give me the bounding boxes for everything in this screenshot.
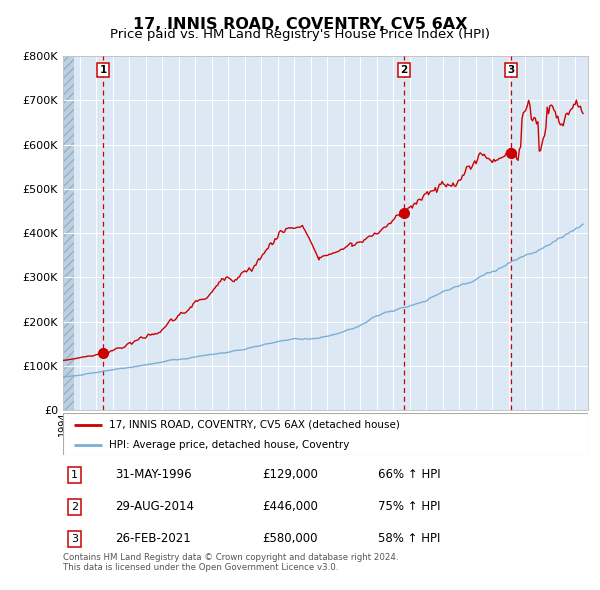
FancyBboxPatch shape xyxy=(63,413,588,455)
Text: 26-FEB-2021: 26-FEB-2021 xyxy=(115,532,191,545)
Text: 2: 2 xyxy=(400,65,408,75)
Text: 58% ↑ HPI: 58% ↑ HPI xyxy=(378,532,440,545)
Text: £446,000: £446,000 xyxy=(263,500,319,513)
Text: 17, INNIS ROAD, COVENTRY, CV5 6AX: 17, INNIS ROAD, COVENTRY, CV5 6AX xyxy=(133,17,467,31)
Text: 3: 3 xyxy=(71,534,78,544)
Text: Price paid vs. HM Land Registry's House Price Index (HPI): Price paid vs. HM Land Registry's House … xyxy=(110,28,490,41)
Text: 66% ↑ HPI: 66% ↑ HPI xyxy=(378,468,440,481)
Text: 75% ↑ HPI: 75% ↑ HPI xyxy=(378,500,440,513)
Text: 3: 3 xyxy=(508,65,515,75)
Text: £129,000: £129,000 xyxy=(263,468,319,481)
Text: 17, INNIS ROAD, COVENTRY, CV5 6AX (detached house): 17, INNIS ROAD, COVENTRY, CV5 6AX (detac… xyxy=(109,420,400,430)
Text: £580,000: £580,000 xyxy=(263,532,318,545)
Text: 29-AUG-2014: 29-AUG-2014 xyxy=(115,500,194,513)
Text: 2: 2 xyxy=(71,502,78,512)
Text: 31-MAY-1996: 31-MAY-1996 xyxy=(115,468,192,481)
Text: 1: 1 xyxy=(100,65,107,75)
Text: 1: 1 xyxy=(71,470,78,480)
Text: Contains HM Land Registry data © Crown copyright and database right 2024.
This d: Contains HM Land Registry data © Crown c… xyxy=(63,553,398,572)
Text: HPI: Average price, detached house, Coventry: HPI: Average price, detached house, Cove… xyxy=(109,440,350,450)
Bar xyxy=(63,56,74,410)
